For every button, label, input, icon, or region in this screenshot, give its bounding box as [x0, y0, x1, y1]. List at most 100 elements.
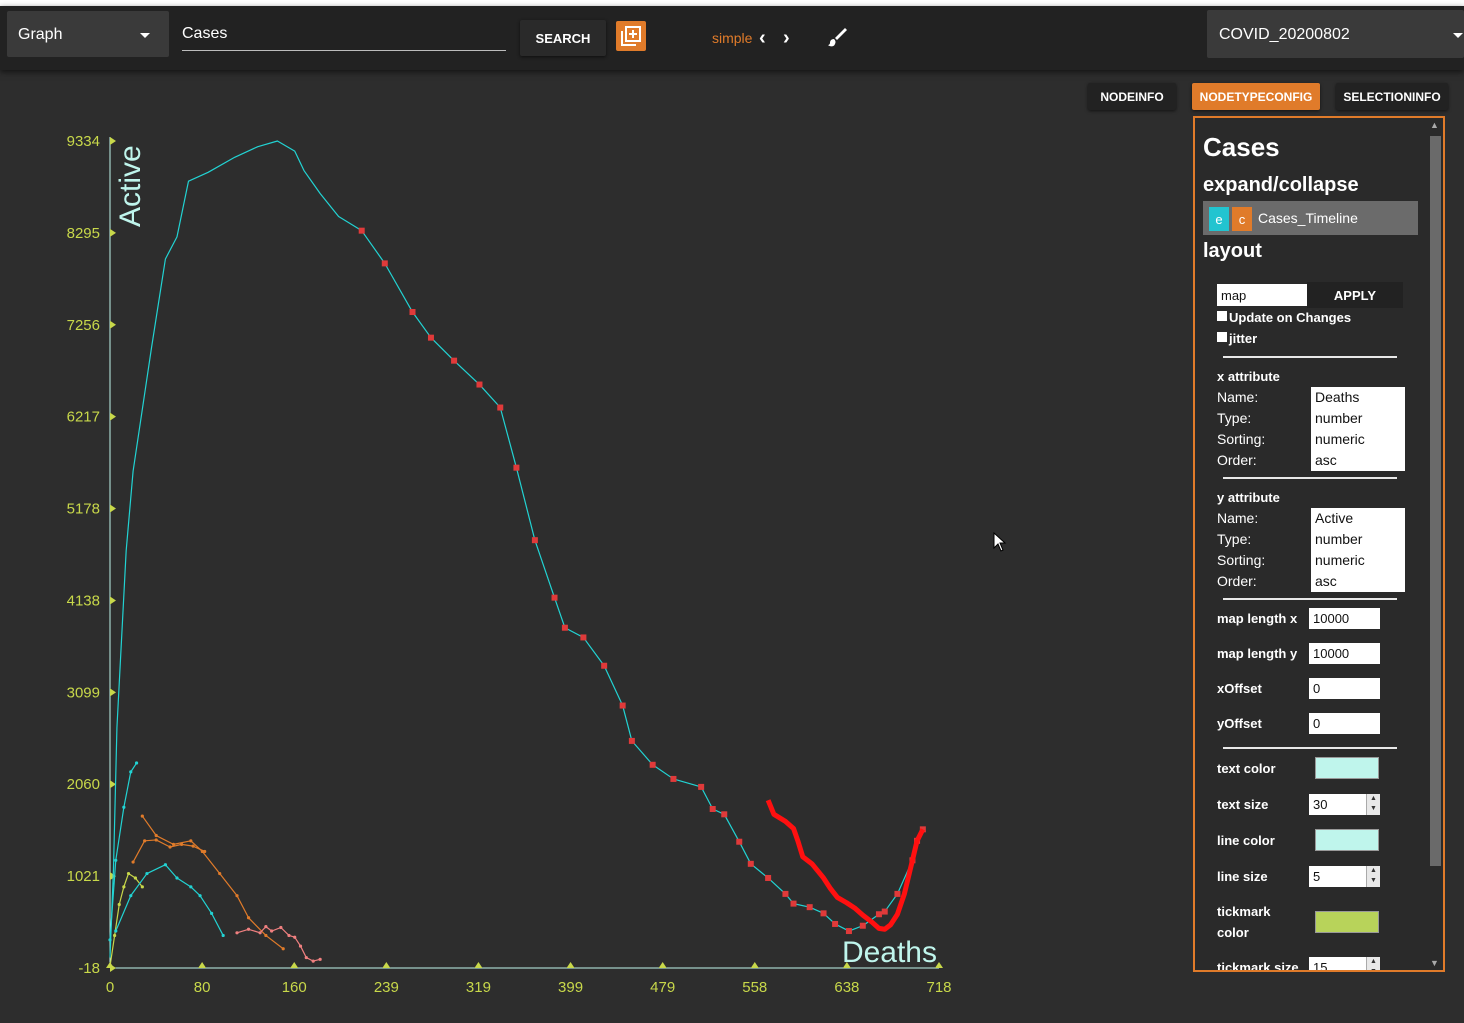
- data-point: [790, 900, 797, 907]
- search-button[interactable]: SEARCH: [520, 20, 606, 56]
- y-attribute-values: Active number numeric asc: [1311, 508, 1405, 592]
- x-attribute-values: Deaths number numeric asc: [1311, 387, 1405, 471]
- data-point: [427, 334, 434, 341]
- chevron-down-icon: [140, 33, 150, 38]
- map-length-x-input[interactable]: 10000: [1309, 608, 1380, 629]
- x-tick-mark: [935, 962, 943, 968]
- data-point: [114, 858, 118, 862]
- x-sorting-label: Sorting:: [1217, 431, 1266, 447]
- tab-selectioninfo[interactable]: SELECTIONINFO: [1336, 83, 1448, 110]
- apply-button[interactable]: APPLY: [1307, 282, 1403, 308]
- data-point: [476, 381, 483, 388]
- data-point: [279, 925, 283, 930]
- y-tick-label: 4138: [67, 592, 100, 609]
- data-point: [409, 309, 416, 316]
- x-tick-mark: [290, 962, 299, 968]
- data-point: [381, 260, 388, 267]
- data-point: [189, 885, 193, 889]
- data-point: [221, 933, 225, 938]
- text-color-swatch[interactable]: [1315, 757, 1379, 779]
- data-point: [145, 871, 149, 876]
- text-color-label: text color: [1217, 761, 1276, 776]
- y-offset-input[interactable]: 0: [1309, 713, 1380, 734]
- y-tick-mark: [110, 228, 116, 237]
- text-size-input[interactable]: 30 ▲ ▼: [1309, 794, 1380, 815]
- data-point: [736, 838, 743, 845]
- mode-label[interactable]: simple: [712, 30, 753, 46]
- data-point: [649, 761, 656, 768]
- y-order-label: Order:: [1217, 573, 1257, 589]
- data-point: [191, 844, 195, 848]
- x-type-value: number: [1315, 410, 1363, 426]
- scroll-down-icon[interactable]: ▼: [1430, 958, 1439, 968]
- spinner-icon[interactable]: ▲ ▼: [1366, 866, 1380, 887]
- data-point: [131, 860, 135, 864]
- y-order-value: asc: [1315, 573, 1337, 589]
- series-line: [765, 799, 926, 932]
- series-line: [236, 926, 321, 962]
- graph-canvas[interactable]: 0 80 160 239 319 399 479 558 638 718 9334 8295 7256 6…: [0, 72, 1180, 1023]
- data-point: [451, 357, 458, 364]
- x-type-label: Type:: [1217, 410, 1252, 426]
- x-offset-input[interactable]: 0: [1309, 678, 1380, 699]
- tickmark-color-swatch[interactable]: [1315, 911, 1379, 933]
- expand-button[interactable]: e: [1209, 207, 1229, 231]
- expand-collapse-heading: expand/collapse: [1203, 174, 1359, 196]
- tickmark-size-input[interactable]: 15 ▲ ▼: [1309, 957, 1380, 970]
- data-point: [782, 890, 789, 897]
- line-size-input[interactable]: 5 ▲ ▼: [1309, 866, 1380, 887]
- layout-input[interactable]: map: [1217, 284, 1309, 306]
- x-tick-mark: [474, 962, 483, 968]
- y-type-label: Type:: [1217, 531, 1252, 547]
- view-select-value: Graph: [18, 26, 63, 43]
- spinner-icon[interactable]: ▲ ▼: [1366, 957, 1380, 970]
- line-color-label: line color: [1217, 833, 1275, 848]
- y-tick-label: 6217: [67, 409, 100, 426]
- data-point: [246, 927, 251, 931]
- database-select[interactable]: COVID_20200802: [1207, 10, 1464, 58]
- data-point: [531, 537, 538, 544]
- data-point: [561, 624, 568, 631]
- x-tick-mark: [382, 962, 391, 968]
- line-color-swatch[interactable]: [1315, 829, 1379, 851]
- x-order-label: Order:: [1217, 452, 1257, 468]
- spinner-icon[interactable]: ▲ ▼: [1366, 794, 1380, 815]
- x-tick-mark: [566, 962, 575, 968]
- y-name-value: Active: [1315, 510, 1354, 526]
- panel-scrollbar[interactable]: ▲ ▼: [1427, 118, 1443, 970]
- chevron-down-icon: [1453, 33, 1463, 38]
- collapse-button[interactable]: c: [1232, 207, 1252, 231]
- data-point: [133, 876, 138, 880]
- scrollbar-thumb[interactable]: [1430, 136, 1441, 866]
- y-sorting-value: numeric: [1315, 552, 1365, 568]
- data-point: [113, 933, 117, 938]
- data-point: [168, 845, 172, 849]
- map-length-y-label: map length y: [1217, 646, 1298, 661]
- jitter-checkbox[interactable]: [1217, 332, 1227, 342]
- tab-nodetypeconfig[interactable]: NODETYPECONFIG: [1192, 83, 1320, 110]
- map-length-y-input[interactable]: 10000: [1309, 643, 1380, 664]
- data-point: [881, 908, 888, 915]
- tab-nodeinfo[interactable]: NODEINFO: [1088, 83, 1176, 110]
- y-type-value: number: [1315, 531, 1363, 547]
- data-point: [108, 938, 112, 942]
- data-point: [287, 933, 291, 938]
- x-tick-mark: [750, 962, 759, 968]
- chevron-right-icon[interactable]: ›: [783, 27, 790, 49]
- divider: [1223, 477, 1397, 479]
- chevron-left-icon[interactable]: ‹: [759, 27, 766, 49]
- x-tick-label: 319: [466, 979, 491, 996]
- x-tick-label: 160: [282, 979, 307, 996]
- y-tick-mark: [110, 320, 116, 329]
- view-select[interactable]: Graph: [7, 11, 169, 57]
- top-edge: [0, 0, 1464, 6]
- brush-icon[interactable]: [826, 26, 848, 48]
- data-point: [175, 876, 179, 880]
- search-input[interactable]: Cases: [182, 20, 506, 51]
- add-box-icon: [621, 26, 641, 46]
- update-on-changes-checkbox[interactable]: [1217, 311, 1227, 321]
- scroll-up-icon[interactable]: ▲: [1430, 120, 1439, 130]
- add-node-button[interactable]: [616, 21, 646, 51]
- data-point: [122, 805, 126, 809]
- expand-item-cases-timeline[interactable]: e c Cases_Timeline: [1203, 201, 1418, 235]
